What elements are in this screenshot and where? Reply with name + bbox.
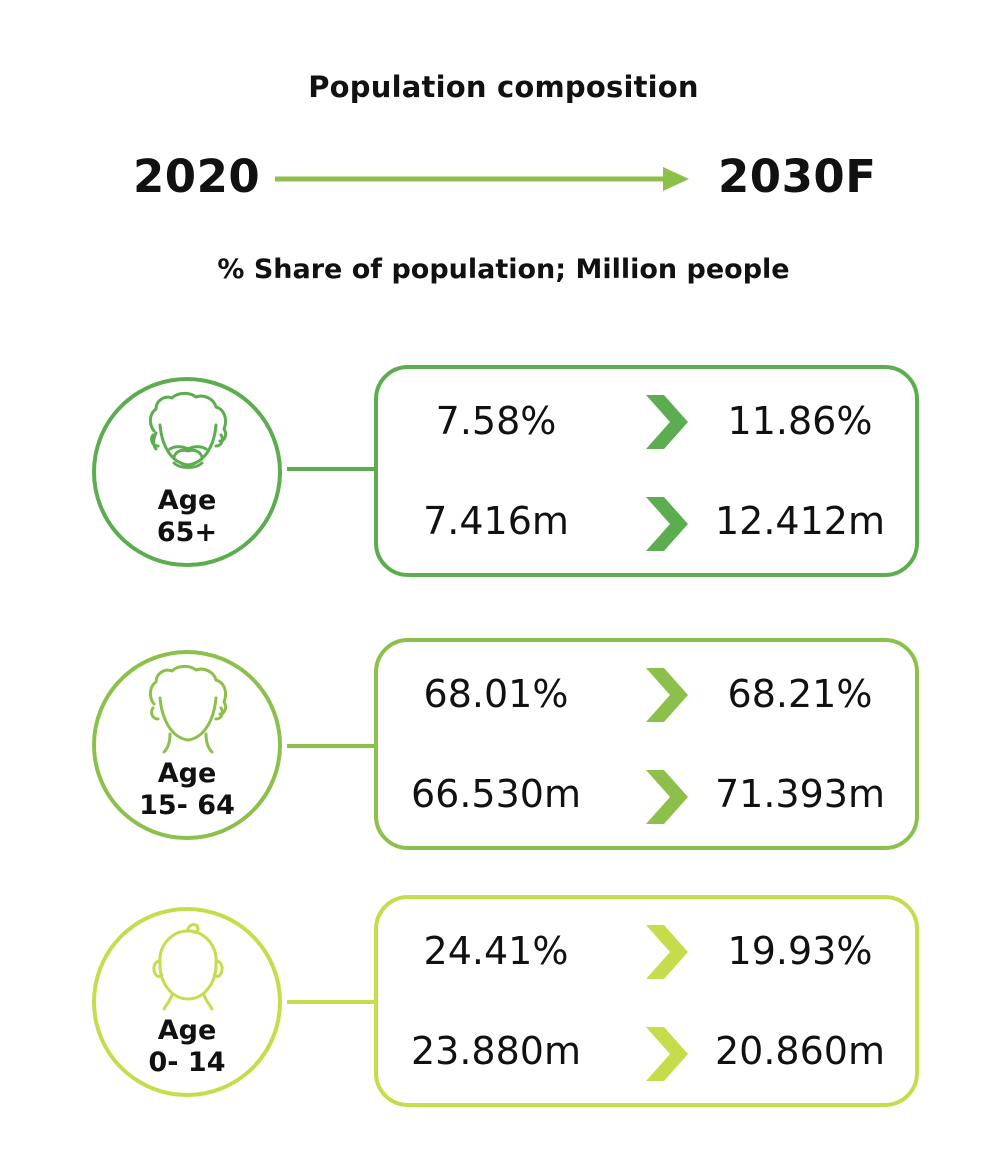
age-label-line2: 0- 14 — [148, 1047, 226, 1078]
connector-line — [287, 744, 377, 748]
share-2020: 24.41% — [423, 929, 569, 973]
stats-panel: 68.01% 68.21% 66.530m 71.393m — [374, 638, 919, 850]
stats-panel: 24.41% 19.93% 23.880m 20.860m — [374, 895, 919, 1107]
age-label-line1: Age — [157, 758, 217, 789]
people-2030: 12.412m — [715, 499, 885, 543]
age-circle: Age 15- 64 — [92, 650, 282, 840]
age-label: Age 65+ — [96, 485, 278, 549]
chevron-right-icon — [646, 497, 688, 551]
from-year: 2020 — [133, 150, 261, 203]
chevron-right-icon — [646, 770, 688, 824]
stats-panel: 7.58% 11.86% 7.416m 12.412m — [374, 365, 919, 577]
share-2030: 68.21% — [727, 672, 873, 716]
chevron-right-icon — [646, 395, 688, 449]
share-2030: 19.93% — [727, 929, 873, 973]
age-label-line2: 65+ — [156, 517, 218, 548]
adult-face-icon — [148, 664, 228, 754]
share-2030: 11.86% — [727, 399, 873, 443]
people-2020: 7.416m — [423, 499, 569, 543]
share-2020: 7.58% — [435, 399, 557, 443]
to-year: 2030F — [718, 150, 877, 203]
chevron-right-icon — [646, 1027, 688, 1081]
age-circle: Age 65+ — [92, 377, 282, 567]
age-group-65-plus: Age 65+ 7.58% 11.86% 7.416m 12.412m — [0, 365, 1007, 607]
chevron-right-icon — [646, 925, 688, 979]
people-2030: 71.393m — [715, 772, 885, 816]
child-face-icon — [152, 923, 224, 1011]
age-label: Age 0- 14 — [96, 1015, 278, 1079]
people-2020: 66.530m — [411, 772, 581, 816]
age-group-0-14: Age 0- 14 24.41% 19.93% 23.880m 20.860m — [0, 895, 1007, 1137]
age-label-line1: Age — [157, 485, 217, 516]
people-2030: 20.860m — [715, 1029, 885, 1073]
age-group-15-64: Age 15- 64 68.01% 68.21% 66.530m 71.393m — [0, 638, 1007, 880]
people-2020: 23.880m — [411, 1029, 581, 1073]
age-label: Age 15- 64 — [96, 758, 278, 822]
connector-line — [287, 1000, 377, 1004]
age-label-line2: 15- 64 — [139, 790, 235, 821]
timeline-arrow-icon — [275, 167, 689, 191]
chevron-right-icon — [646, 668, 688, 722]
age-circle: Age 0- 14 — [92, 907, 282, 1097]
elderly-face-icon — [148, 391, 228, 469]
connector-line — [287, 467, 377, 471]
share-2020: 68.01% — [423, 672, 569, 716]
chart-subtitle: % Share of population; Million people — [217, 254, 790, 285]
age-label-line1: Age — [157, 1015, 217, 1046]
page-title: Population composition — [308, 70, 699, 104]
